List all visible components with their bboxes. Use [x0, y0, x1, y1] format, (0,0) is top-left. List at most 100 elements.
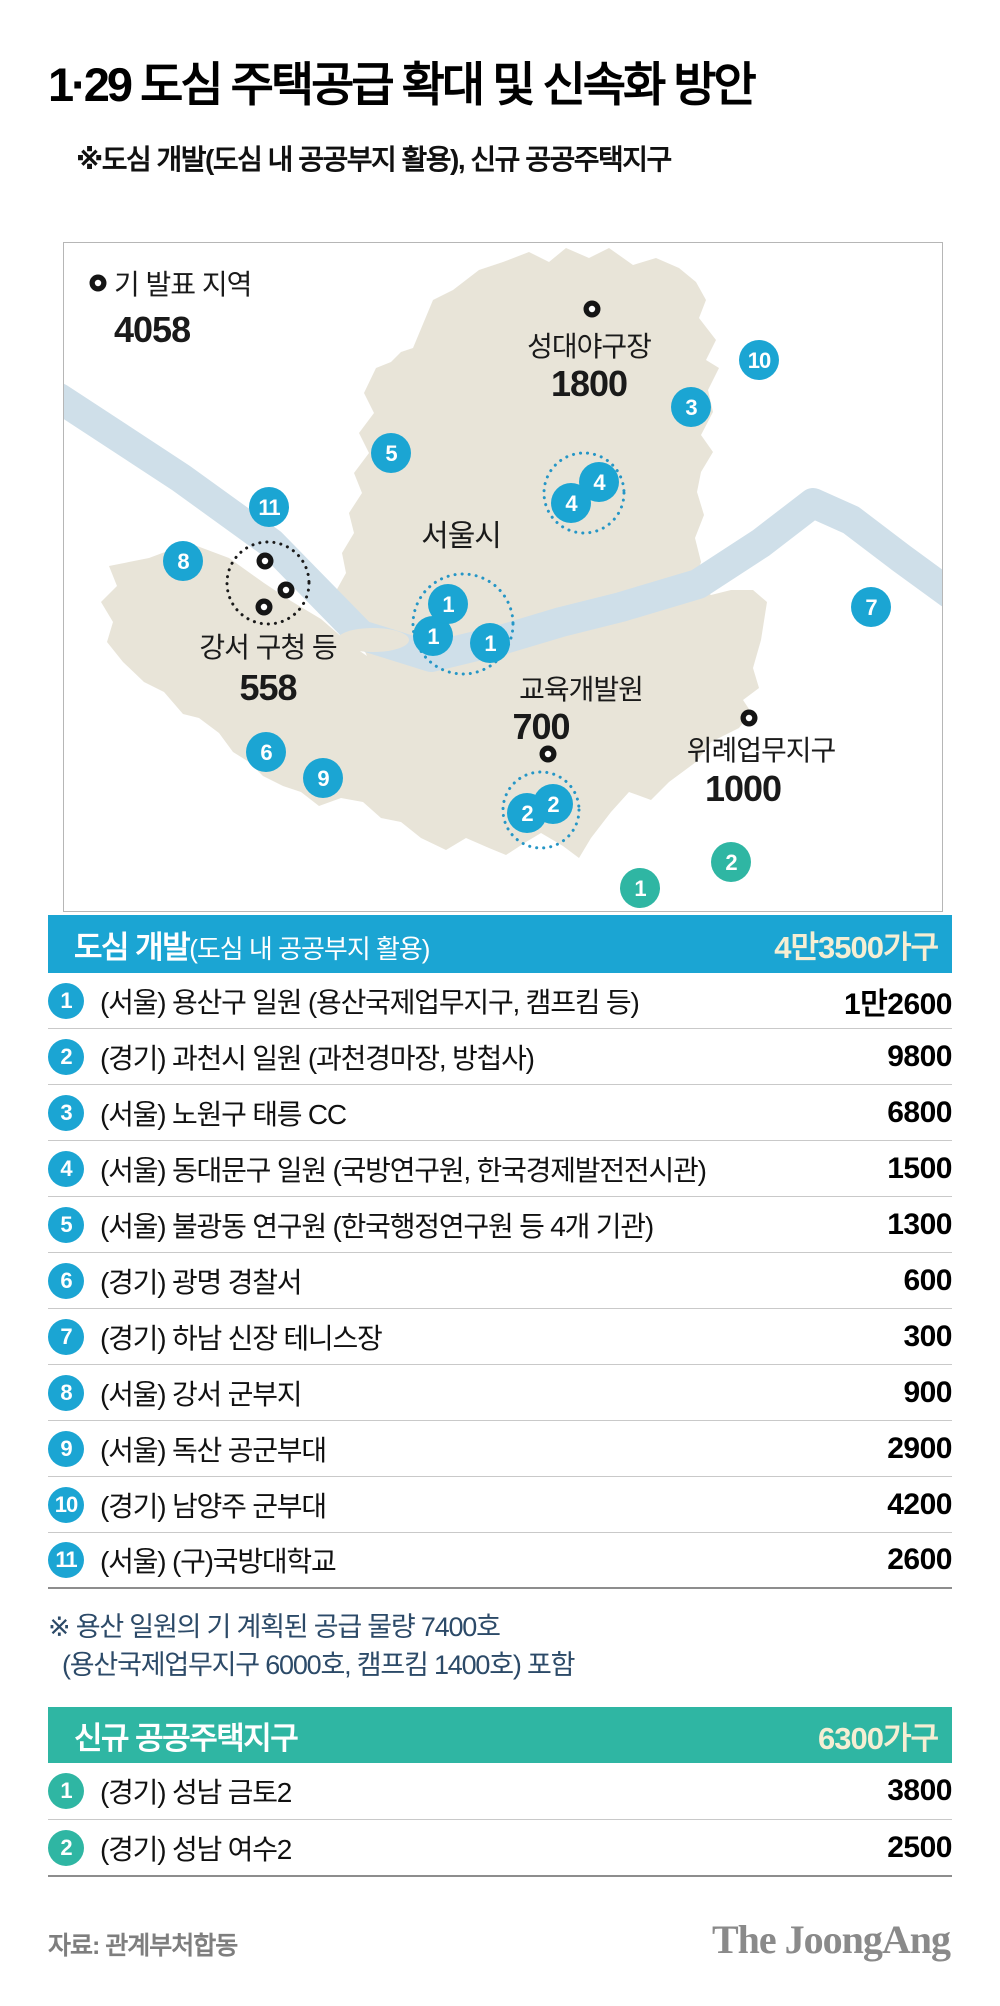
- section-total: 6300가구: [817, 1720, 939, 1756]
- cluster-dotted-circle: [501, 770, 581, 850]
- row-value: 900: [903, 1375, 952, 1409]
- map-marker-4: 4: [579, 462, 619, 502]
- row-value: 600: [903, 1263, 952, 1297]
- map-marker-5: 5: [371, 433, 411, 473]
- table-row: 3 (서울) 노원구 태릉 CC 6800: [48, 1085, 952, 1141]
- row-label: (서울) 노원구 태릉 CC: [100, 1098, 347, 1130]
- row-number-badge: 8: [48, 1374, 84, 1411]
- row-value: 2600: [887, 1543, 952, 1576]
- map-marker-6: 6: [246, 732, 286, 772]
- city-label: 서울시: [421, 520, 501, 553]
- prior-site-dot-icon: [277, 581, 295, 599]
- table-row: 7 (경기) 하남 신장 테니스장 300: [48, 1309, 952, 1365]
- row-number-badge: 6: [48, 1262, 84, 1299]
- section-title-paren: (도심 내 공공부지 활용): [189, 933, 430, 964]
- legend-value: 4058: [114, 309, 190, 350]
- prior-site-dot-icon: [255, 598, 273, 616]
- row-value: 2900: [887, 1431, 952, 1465]
- row-label: (경기) 성남 금토2: [100, 1777, 292, 1808]
- row-label: (서울) 독산 공군부대: [100, 1434, 327, 1466]
- row-number-badge: 4: [48, 1150, 84, 1187]
- row-value: 3800: [887, 1774, 952, 1807]
- row-label: (서울) 동대문구 일원 (국방연구원, 한국경제발전전시관): [100, 1154, 707, 1186]
- table-row: 11 (서울) (구)국방대학교 2600: [48, 1533, 952, 1589]
- map-marker-7: 7: [851, 587, 891, 627]
- page-subtitle: ※도심 개발(도심 내 공공부지 활용), 신규 공공주택지구: [76, 144, 672, 175]
- map-marker-number: 4: [593, 470, 606, 495]
- map-marker-number: 1: [427, 624, 439, 649]
- site-value: 700: [512, 706, 569, 747]
- map-marker-2: 2: [533, 784, 573, 824]
- row-value: 300: [903, 1319, 952, 1353]
- table-row: 9 (서울) 독산 공군부대 2900: [48, 1421, 952, 1477]
- joongang-logo: The JoongAng: [711, 1917, 951, 1962]
- map-marker-2: 2: [711, 842, 751, 882]
- site-value: 1000: [705, 768, 781, 809]
- site-name: 위례업무지구: [687, 735, 836, 766]
- map-marker-1: 1: [620, 868, 660, 908]
- table-row: 1 (서울) 용산구 일원 (용산국제업무지구, 캠프킴 등) 1만2600: [48, 973, 953, 1029]
- row-label: (경기) 과천시 일원 (과천경마장, 방첩사): [100, 1042, 535, 1074]
- map-marker-1: 1: [413, 616, 453, 656]
- row-label: (서울) 불광동 연구원 (한국행정연구원 등 4개 기관): [100, 1210, 654, 1242]
- site-name: 교육개발원: [519, 674, 643, 705]
- row-number-badge: 3: [48, 1094, 84, 1131]
- site-name: 성대야구장: [527, 331, 651, 362]
- map-marker-number: 7: [865, 595, 877, 620]
- map-marker-8: 8: [163, 541, 203, 581]
- row-number-badge: 10: [48, 1486, 84, 1523]
- section-title: 도심 개발(도심 내 공공부지 활용): [74, 922, 430, 967]
- table-row: 5 (서울) 불광동 연구원 (한국행정연구원 등 4개 기관) 1300: [48, 1197, 952, 1253]
- map-marker-1: 1: [428, 584, 468, 624]
- row-value: 1만2600: [843, 987, 953, 1021]
- map-marker-number: 11: [258, 495, 280, 520]
- row-number-badge: 11: [48, 1542, 84, 1578]
- map-marker-4: 4: [551, 483, 591, 523]
- map-marker-number: 2: [547, 792, 559, 817]
- map-marker-number: 1: [634, 876, 646, 901]
- prior-site-dot-icon: [539, 745, 557, 763]
- map-marker-number: 2: [725, 850, 737, 875]
- source-credit: 자료: 관계부처합동: [48, 1932, 238, 1960]
- table-row: 1 (경기) 성남 금토2 3800: [48, 1763, 952, 1820]
- seoul-boundary-shape: [101, 248, 767, 858]
- row-number-badge: 2: [48, 1829, 84, 1866]
- row-number-badge: 5: [48, 1206, 84, 1243]
- map-marker-11: 11: [249, 487, 289, 527]
- row-number-badge: 1: [48, 982, 84, 1019]
- row-label: (서울) 강서 군부지: [100, 1378, 303, 1410]
- cluster-dotted-circle: [542, 451, 626, 535]
- footnote-line2: (용산국제업무지구 6000호, 캠프킴 1400호) 포함: [62, 1650, 575, 1680]
- section-header-urban-development: 도심 개발(도심 내 공공부지 활용) 4만3500가구: [48, 915, 952, 973]
- row-label: (경기) 하남 신장 테니스장: [100, 1322, 383, 1354]
- section-header-new-public-housing: 신규 공공주택지구 6300가구: [48, 1707, 952, 1763]
- map-marker-number: 1: [442, 592, 454, 617]
- section-title: 신규 공공주택지구: [74, 1720, 299, 1756]
- prior-site-dot-icon: [583, 300, 601, 318]
- table-row: 10 (경기) 남양주 군부대 4200: [48, 1477, 952, 1533]
- table-row: 2 (경기) 과천시 일원 (과천경마장, 방첩사) 9800: [48, 1029, 952, 1085]
- row-value: 4200: [887, 1487, 952, 1521]
- row-value: 9800: [887, 1039, 952, 1073]
- row-value: 1300: [887, 1207, 952, 1241]
- seoul-map-panel: 기 발표 지역 4058 서울시 성대야구장 1800 강서 구청 등 558 교육개발원 70…: [63, 242, 943, 912]
- map-marker-number: 4: [565, 491, 578, 516]
- row-value: 6800: [887, 1095, 952, 1129]
- row-value: 2500: [887, 1830, 952, 1864]
- row-number-badge: 9: [48, 1430, 84, 1467]
- table-row: 6 (경기) 광명 경찰서 600: [48, 1253, 952, 1309]
- row-number-badge: 1: [48, 1773, 84, 1809]
- table-row: 8 (서울) 강서 군부지 900: [48, 1365, 952, 1421]
- map-marker-number: 2: [521, 801, 533, 826]
- map-marker-number: 6: [260, 740, 272, 765]
- table-row: 2 (경기) 성남 여수2 2500: [48, 1820, 952, 1877]
- row-label: (서울) (구)국방대학교: [100, 1546, 337, 1577]
- legend-dot-icon: [89, 274, 107, 292]
- map-marker-9: 9: [303, 758, 343, 798]
- row-label: (경기) 광명 경찰서: [100, 1266, 303, 1298]
- row-number-badge: 2: [48, 1038, 84, 1075]
- map-marker-number: 5: [385, 441, 397, 466]
- footnote: ※ 용산 일원의 기 계획된 공급 물량 7400호 (용산국제업무지구 600…: [48, 1608, 575, 1684]
- row-value: 1500: [887, 1151, 952, 1185]
